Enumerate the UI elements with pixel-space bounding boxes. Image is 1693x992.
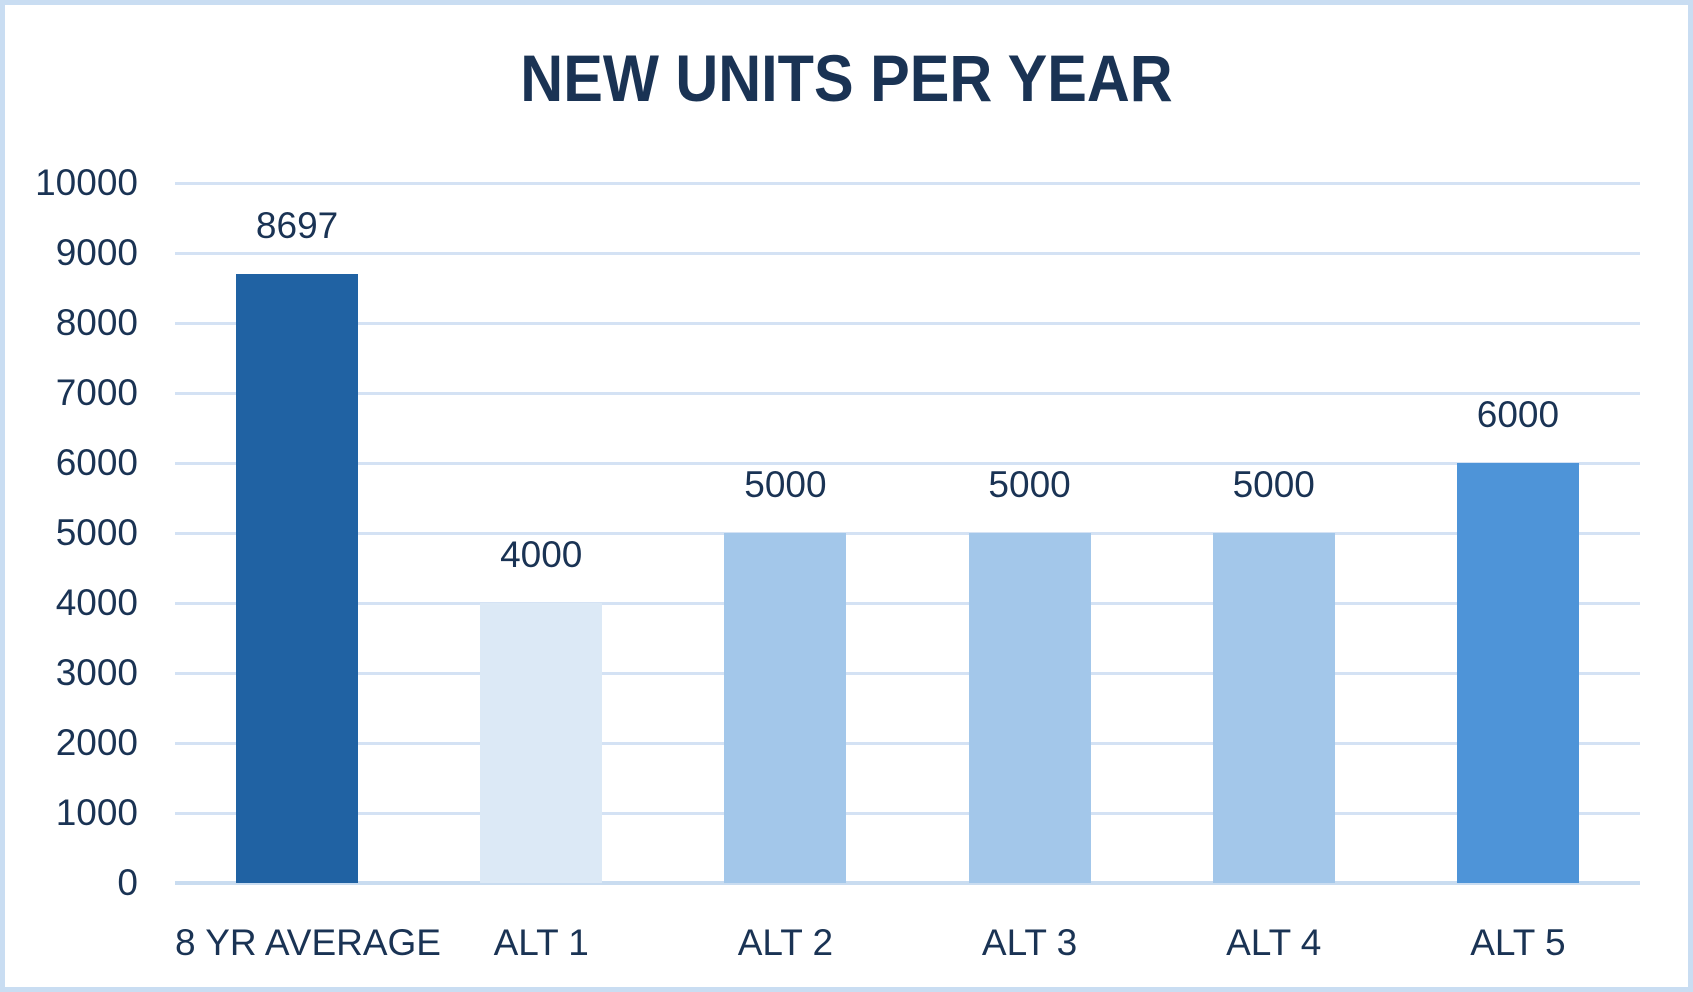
x-axis-label-alt-3: ALT 3 [981, 922, 1078, 963]
x-axis-baseline [175, 881, 1640, 885]
gridline [175, 671, 1640, 675]
bar-alt-4 [1212, 533, 1335, 883]
plot-area: 8697 4000 5000 5000 5000 6000 [175, 181, 1640, 885]
gridline [175, 321, 1640, 325]
y-axis-tick-label: 0 [117, 862, 138, 903]
x-axis-label-alt-5: ALT 5 [1470, 922, 1566, 963]
x-axis-label-alt-4: ALT 4 [1226, 922, 1322, 963]
bar-value-label: 5000 [744, 464, 827, 505]
y-axis-tick-label: 7000 [55, 372, 138, 413]
bar-alt-5 [1456, 463, 1579, 883]
y-axis-tick-label: 1000 [55, 792, 138, 833]
bar-alt-3 [968, 533, 1091, 883]
bar-value-label: 4000 [500, 534, 583, 575]
bar-value-label: 6000 [1476, 394, 1560, 435]
bar-8-yr-average [236, 274, 359, 883]
y-axis-tick-label: 2000 [55, 722, 138, 763]
bar-value-label: 5000 [1232, 464, 1315, 505]
gridline [175, 531, 1640, 535]
x-axis-label-alt-2: ALT 2 [737, 922, 834, 963]
x-axis-label-8-yr-average: 8 YR AVERAGE [175, 922, 441, 963]
gridline [175, 811, 1640, 815]
bar-value-label: 8697 [255, 205, 339, 247]
y-axis-tick-label: 9000 [55, 232, 138, 273]
gridline [175, 461, 1640, 465]
bar-alt-2 [724, 533, 847, 883]
y-axis-tick-label: 4000 [55, 582, 138, 623]
y-axis-tick-label: 5000 [55, 512, 138, 553]
gridline [175, 251, 1640, 255]
gridline [175, 181, 1640, 185]
y-axis-tick-label: 10000 [35, 162, 138, 203]
chart-title: NEW UNITS PER YEAR [520, 41, 1173, 115]
bar-value-label: 5000 [988, 464, 1071, 505]
y-axis-tick-label: 8000 [55, 302, 138, 343]
y-axis-tick-label: 3000 [55, 652, 138, 693]
gridline [175, 741, 1640, 745]
bar-alt-1 [480, 603, 603, 883]
gridline [175, 391, 1640, 395]
y-axis-tick-label: 6000 [55, 442, 138, 483]
gridline [175, 601, 1640, 605]
x-axis-label-alt-1: ALT 1 [493, 922, 589, 963]
